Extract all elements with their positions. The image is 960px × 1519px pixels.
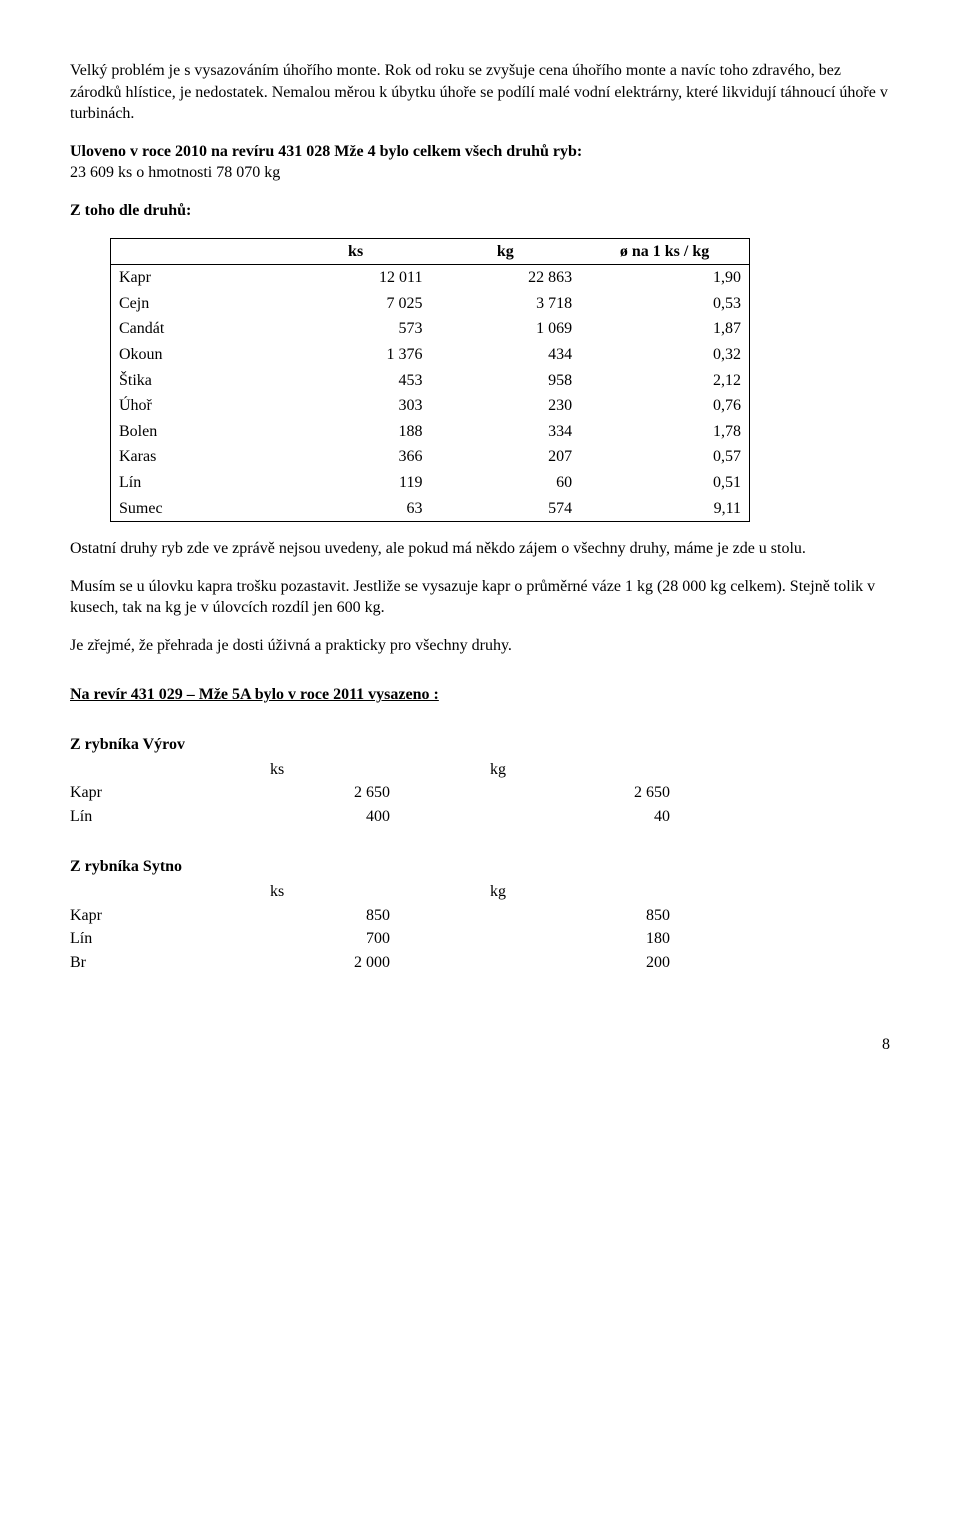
table-row: Karas3662070,57 — [111, 444, 750, 470]
sytno-header-kg: kg — [390, 880, 670, 904]
paragraph-intro: Velký problém je s vysazováním úhořího m… — [70, 60, 890, 125]
cell-name: Karas — [111, 444, 281, 470]
catch-summary-bold: Uloveno v roce 2010 na revíru 431 028 Mž… — [70, 143, 582, 160]
cell-avg: 1,78 — [580, 419, 749, 445]
cell-avg: 2,12 — [580, 368, 749, 394]
cell-name: Kapr — [111, 265, 281, 291]
cell-avg: 0,76 — [580, 393, 749, 419]
table-header-kg: kg — [430, 238, 580, 265]
cell-ks: 573 — [281, 316, 431, 342]
cell-kg: 180 — [390, 927, 670, 951]
cell-ks: 850 — [210, 904, 390, 928]
table-row: Br2 000200 — [70, 951, 670, 975]
table-header-ks: ks — [281, 238, 431, 265]
fish-table-body: Kapr12 01122 8631,90Cejn7 0253 7180,53Ca… — [111, 265, 750, 522]
cell-ks: 366 — [281, 444, 431, 470]
cell-kg: 334 — [430, 419, 580, 445]
page-number: 8 — [70, 1034, 890, 1056]
cell-name: Lín — [70, 805, 210, 829]
paragraph-reservoir: Je zřejmé, že přehrada je dosti úživná a… — [70, 635, 890, 657]
cell-ks: 1 376 — [281, 342, 431, 368]
table-row: Kapr12 01122 8631,90 — [111, 265, 750, 291]
table-row: Lín119600,51 — [111, 470, 750, 496]
vyrov-header-ks: ks — [210, 758, 390, 782]
cell-name: Candát — [111, 316, 281, 342]
cell-name: Úhoř — [111, 393, 281, 419]
cell-ks: 453 — [281, 368, 431, 394]
cell-kg: 22 863 — [430, 265, 580, 291]
vyrov-table: ks kg Kapr2 6502 650Lín40040 — [70, 758, 670, 829]
table-row: Štika4539582,12 — [111, 368, 750, 394]
paragraph-catch-summary: Uloveno v roce 2010 na revíru 431 028 Mž… — [70, 141, 890, 184]
cell-ks: 12 011 — [281, 265, 431, 291]
table-row: Sumec635749,11 — [111, 496, 750, 522]
cell-kg: 434 — [430, 342, 580, 368]
cell-avg: 0,57 — [580, 444, 749, 470]
cell-kg: 2 650 — [390, 781, 670, 805]
cell-name: Kapr — [70, 904, 210, 928]
cell-ks: 119 — [281, 470, 431, 496]
table-row: Lín700180 — [70, 927, 670, 951]
sytno-title: Z rybníka Sytno — [70, 856, 890, 878]
sytno-table: ks kg Kapr850850Lín700180Br2 000200 — [70, 880, 670, 974]
cell-ks: 2 650 — [210, 781, 390, 805]
paragraph-kapr-note: Musím se u úlovku kapra trošku pozastavi… — [70, 576, 890, 619]
cell-name: Cejn — [111, 291, 281, 317]
cell-kg: 40 — [390, 805, 670, 829]
cell-kg: 230 — [430, 393, 580, 419]
fish-catch-table: ks kg ø na 1 ks / kg Kapr12 01122 8631,9… — [110, 238, 750, 523]
cell-name: Br — [70, 951, 210, 975]
catch-summary-line2: 23 609 ks o hmotnosti 78 070 kg — [70, 164, 280, 181]
cell-avg: 1,87 — [580, 316, 749, 342]
table-row: Kapr850850 — [70, 904, 670, 928]
cell-name: Bolen — [111, 419, 281, 445]
heading-revir-5a: Na revír 431 029 – Mže 5A bylo v roce 20… — [70, 684, 890, 706]
cell-kg: 850 — [390, 904, 670, 928]
vyrov-title: Z rybníka Výrov — [70, 734, 890, 756]
table-row: Okoun1 3764340,32 — [111, 342, 750, 368]
cell-ks: 188 — [281, 419, 431, 445]
cell-avg: 0,51 — [580, 470, 749, 496]
cell-kg: 958 — [430, 368, 580, 394]
cell-name: Lín — [111, 470, 281, 496]
vyrov-header-kg: kg — [390, 758, 670, 782]
table-row: Candát5731 0691,87 — [111, 316, 750, 342]
cell-kg: 200 — [390, 951, 670, 975]
table-row: Úhoř3032300,76 — [111, 393, 750, 419]
table-row: Bolen1883341,78 — [111, 419, 750, 445]
table-header-avg: ø na 1 ks / kg — [580, 238, 749, 265]
cell-kg: 3 718 — [430, 291, 580, 317]
cell-kg: 207 — [430, 444, 580, 470]
cell-name: Kapr — [70, 781, 210, 805]
cell-avg: 0,53 — [580, 291, 749, 317]
cell-avg: 0,32 — [580, 342, 749, 368]
table-row: Lín40040 — [70, 805, 670, 829]
cell-avg: 9,11 — [580, 496, 749, 522]
cell-name: Lín — [70, 927, 210, 951]
cell-avg: 1,90 — [580, 265, 749, 291]
cell-ks: 63 — [281, 496, 431, 522]
table-header-empty — [111, 238, 281, 265]
cell-name: Okoun — [111, 342, 281, 368]
cell-ks: 7 025 — [281, 291, 431, 317]
cell-ks: 700 — [210, 927, 390, 951]
table-row: Kapr2 6502 650 — [70, 781, 670, 805]
table-row: Cejn7 0253 7180,53 — [111, 291, 750, 317]
cell-ks: 400 — [210, 805, 390, 829]
cell-ks: 303 — [281, 393, 431, 419]
sytno-header-ks: ks — [210, 880, 390, 904]
cell-kg: 1 069 — [430, 316, 580, 342]
cell-kg: 60 — [430, 470, 580, 496]
subheading-species: Z toho dle druhů: — [70, 200, 890, 222]
cell-name: Sumec — [111, 496, 281, 522]
cell-ks: 2 000 — [210, 951, 390, 975]
cell-name: Štika — [111, 368, 281, 394]
cell-kg: 574 — [430, 496, 580, 522]
paragraph-other-species: Ostatní druhy ryb zde ve zprávě nejsou u… — [70, 538, 890, 560]
